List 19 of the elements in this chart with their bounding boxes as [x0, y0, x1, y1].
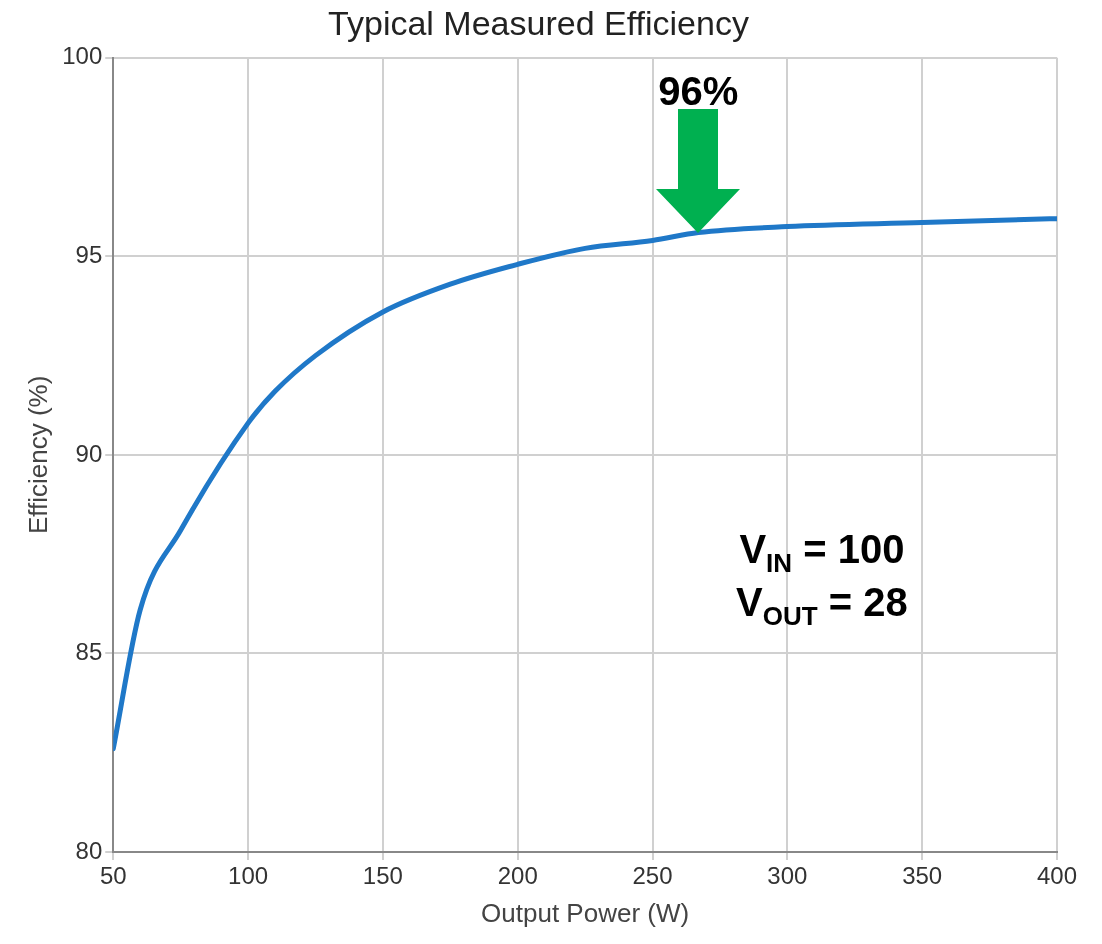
x-tick-label: 350 [902, 862, 943, 890]
x-tick-label: 100 [228, 862, 269, 890]
y-tick-label: 85 [75, 638, 103, 666]
chart-title: Typical Measured Efficiency [328, 3, 749, 42]
annotation: V$_{IN}$ = 100 [738, 526, 906, 580]
annotation: 96% [657, 68, 740, 113]
x-axis-title: Output Power (W) [481, 897, 690, 928]
x-tick-label: 300 [767, 862, 808, 890]
y-tick-label: 100 [62, 42, 103, 70]
y-tick-label: 95 [75, 240, 103, 268]
x-tick-label: 150 [362, 862, 403, 890]
y-axis-title: Efficiency (%) [22, 375, 53, 535]
y-tick-label: 90 [75, 439, 103, 467]
x-tick-label: 250 [632, 862, 673, 890]
y-tick-label: 80 [75, 836, 103, 864]
annotation: V$_{OUT}$ = 28 [736, 579, 908, 633]
x-tick-label: 400 [1036, 862, 1078, 890]
x-tick-label: 200 [497, 862, 538, 890]
x-tick-label: 50 [99, 862, 127, 890]
